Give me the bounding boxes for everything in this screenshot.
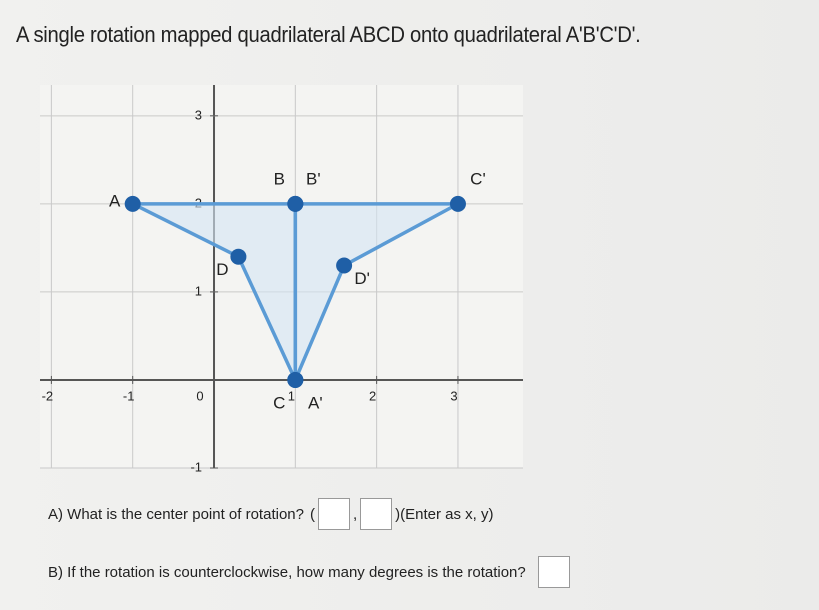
- answer-input[interactable]: [360, 498, 393, 530]
- vertex: [287, 195, 304, 212]
- paren: (: [309, 505, 315, 523]
- vertex-label: C: [273, 393, 285, 412]
- comma: ,: [352, 505, 358, 523]
- x-tick-label: -2: [42, 388, 54, 403]
- vertex: [336, 257, 353, 274]
- x-tick-label: 3: [450, 388, 457, 403]
- question-text: B) If the rotation is counterclockwise, …: [48, 563, 526, 581]
- x-tick-label: 1: [288, 388, 295, 403]
- vertex: [449, 195, 466, 212]
- question-a: A) What is the center point of rotation?…: [48, 498, 494, 530]
- vertex-label: A: [109, 191, 121, 210]
- vertex: [230, 248, 247, 265]
- x-tick-label: 2: [369, 388, 376, 403]
- question-text: A) What is the center point of rotation?: [48, 505, 304, 523]
- vertex-label: A': [308, 393, 323, 412]
- y-tick-label: -1: [190, 459, 202, 474]
- hint: )(Enter as x, y): [395, 505, 494, 523]
- vertex-label: D': [354, 269, 370, 288]
- vertex-label: D: [216, 260, 228, 279]
- vertex: [124, 195, 141, 212]
- title: A single rotation mapped quadrilateral A…: [16, 22, 641, 47]
- x-tick-label: 0: [196, 388, 203, 403]
- answer-input[interactable]: [537, 556, 570, 588]
- y-tick-label: 3: [195, 107, 202, 122]
- x-tick-label: -1: [123, 388, 135, 403]
- vertex-label: B': [306, 169, 321, 188]
- y-tick-label: 1: [195, 283, 202, 298]
- vertex: [287, 371, 304, 388]
- question-b: B) If the rotation is counterclockwise, …: [48, 556, 573, 588]
- vertex-label: B: [274, 169, 285, 188]
- vertex-label: C': [470, 169, 486, 188]
- answer-input[interactable]: [317, 498, 350, 530]
